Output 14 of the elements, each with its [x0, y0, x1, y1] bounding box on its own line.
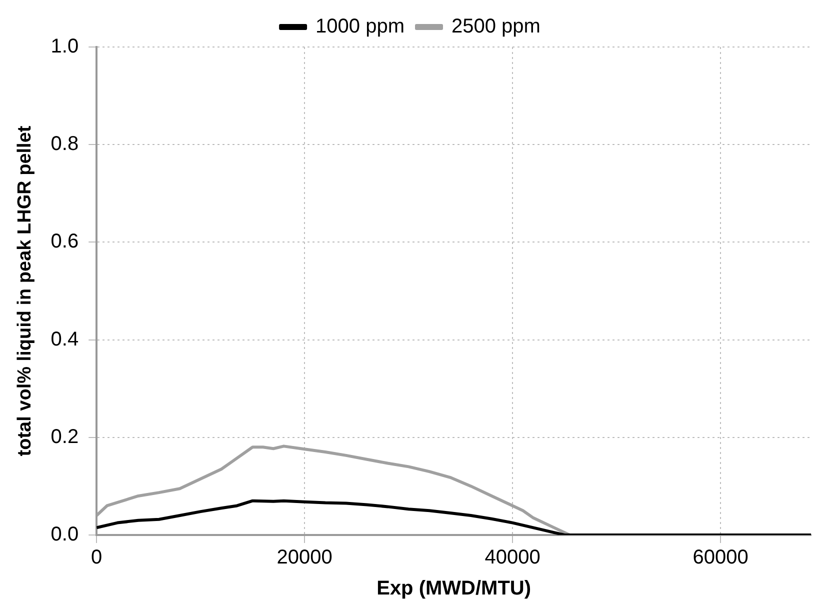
y-axis-title: total vol% liquid in peak LHGR pellet: [14, 125, 36, 456]
x-tick-label: 40000: [484, 546, 540, 569]
x-tick-label: 60000: [692, 546, 748, 569]
y-tick-label: 0.8: [50, 133, 79, 156]
y-tick-label: 0.0: [50, 524, 79, 546]
y-tick-label: 0.6: [50, 230, 79, 253]
x-tick-label: 0: [91, 546, 102, 569]
x-tick-label: 20000: [276, 546, 332, 569]
legend-label: 2500 ppm: [452, 16, 540, 38]
y-tick-label: 0.4: [50, 328, 79, 350]
y-tick-label: 0.2: [50, 426, 79, 448]
legend-label: 1000 ppm: [316, 16, 405, 38]
x-axis-title: Exp (MWD/MTU): [376, 578, 532, 600]
y-tick-label: 1.0: [50, 36, 79, 58]
